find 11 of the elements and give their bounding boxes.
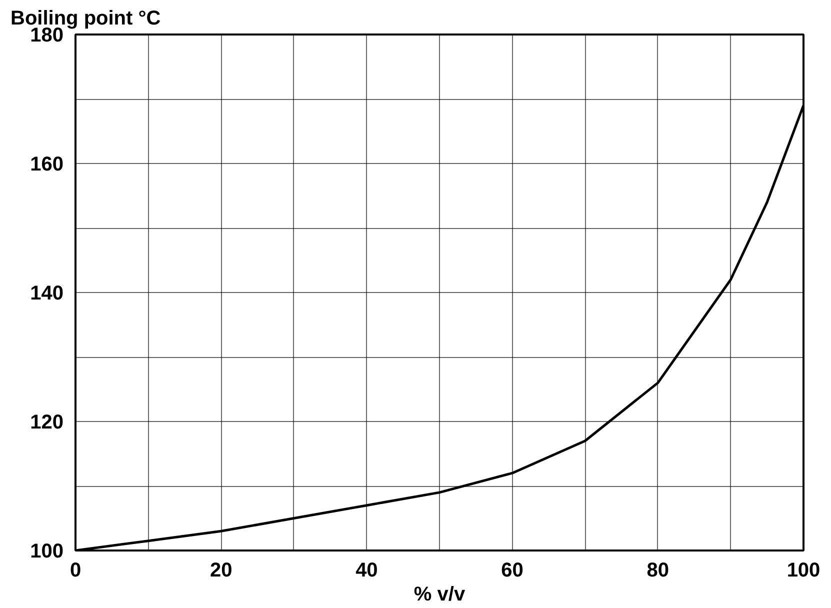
x-tick-label: 80	[646, 560, 670, 582]
y-tick-label: 120	[30, 412, 64, 434]
x-axis-title: % v/v	[414, 584, 466, 606]
x-tick-label: 20	[210, 560, 232, 582]
x-tick-label: 60	[501, 560, 524, 582]
x-tick-label: 40	[356, 560, 378, 582]
y-tick-label: 160	[30, 154, 64, 176]
y-tick-label: 140	[30, 282, 64, 304]
y-tick-label: 100	[30, 540, 64, 562]
x-tick-label: 100	[786, 560, 820, 582]
x-tick-label: 0	[70, 560, 82, 582]
